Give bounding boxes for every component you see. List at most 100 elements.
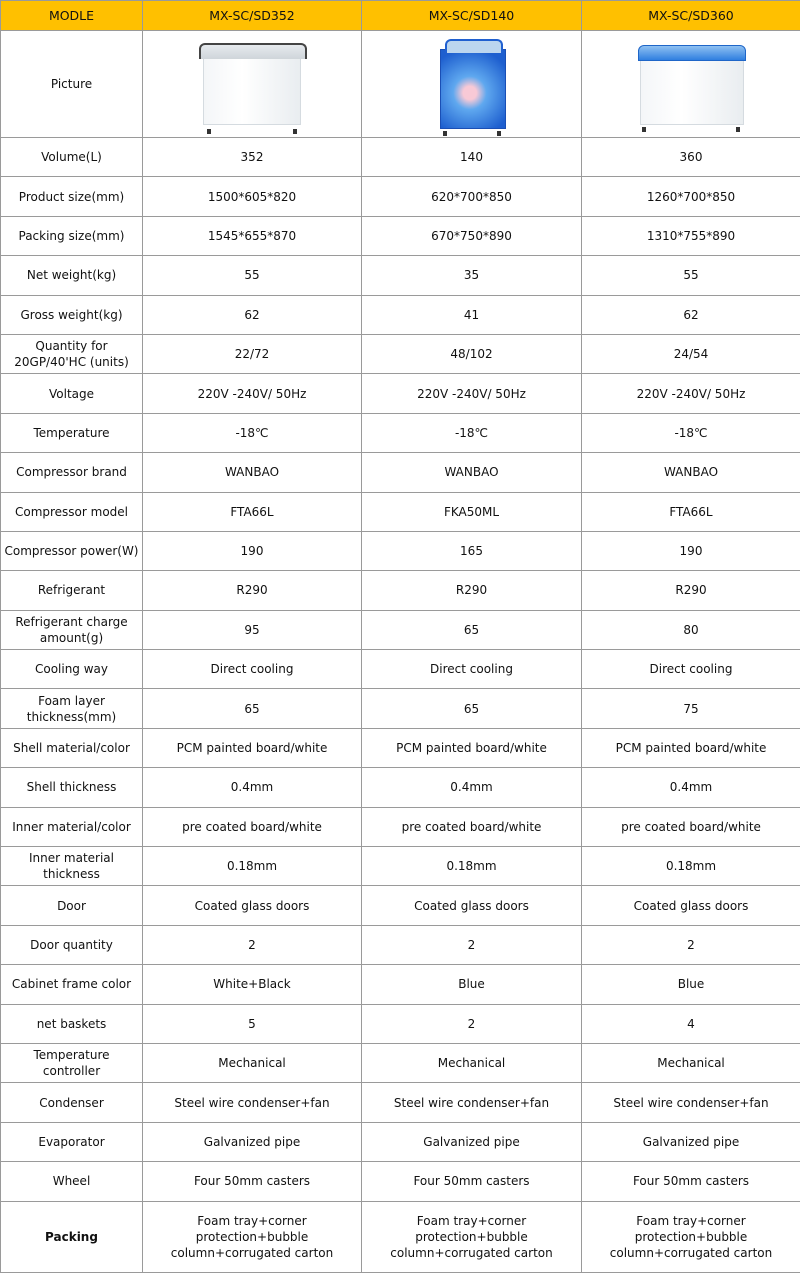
cell-value: Direct cooling — [361, 649, 582, 690]
row-label: Compressor brand — [0, 452, 143, 493]
table-row: Net weight(kg) 55 35 55 — [0, 255, 800, 296]
cell-value: 55 — [581, 255, 800, 296]
cell-value: WANBAO — [581, 452, 800, 493]
table-row: Refrigerant R290 R290 R290 — [0, 570, 800, 611]
table-row: Temperature -18℃ -18℃ -18℃ — [0, 412, 800, 454]
cell-value: 2 — [142, 924, 362, 966]
row-label: Foam layer thickness(mm) — [0, 688, 143, 729]
header-row: MODLE MX-SC/SD352 MX-SC/SD140 MX-SC/SD36… — [0, 0, 800, 31]
row-label: Door quantity — [0, 924, 143, 966]
row-label: Voltage — [0, 373, 143, 414]
cell-value: 48/102 — [361, 333, 582, 375]
cell-value: Direct cooling — [581, 649, 800, 690]
cell-value: Four 50mm casters — [581, 1161, 800, 1202]
cell-value: 65 — [361, 688, 582, 729]
table-row: Evaporator Galvanized pipe Galvanized pipe… — [0, 1121, 800, 1163]
row-label: Net weight(kg) — [0, 255, 143, 296]
cell-value: Galvanized pipe — [142, 1121, 362, 1163]
row-label: Inner material thickness — [0, 846, 143, 887]
cell-value: 24/54 — [581, 333, 800, 375]
cell-value: PCM painted board/white — [142, 727, 362, 769]
table-row: Door Coated glass doors Coated glass doors… — [0, 885, 800, 926]
table-row: Compressor power(W) 190 165 190 — [0, 530, 800, 572]
table-row: Temperature controller Mechanical Mechanic… — [0, 1042, 800, 1084]
row-label: Packing size(mm) — [0, 215, 143, 257]
cell-value: PCM painted board/white — [581, 727, 800, 769]
cell-value: 55 — [142, 255, 362, 296]
header-label: MODLE — [0, 0, 143, 31]
cell-value: 0.4mm — [581, 767, 800, 808]
cell-value: WANBAO — [361, 452, 582, 493]
cell-value: 5 — [142, 1003, 362, 1044]
picture-row: Picture — [0, 30, 800, 138]
cell-value: 0.18mm — [581, 846, 800, 887]
row-label: Product size(mm) — [0, 176, 143, 217]
cell-value: 1310*755*890 — [581, 215, 800, 257]
cell-value: Steel wire condenser+fan — [361, 1082, 582, 1123]
row-label: Quantity for 20GP/40'HC (units) — [0, 333, 143, 375]
row-label: Temperature — [0, 412, 143, 454]
table-row: Foam layer thickness(mm) 65 65 75 — [0, 688, 800, 729]
cell-value: Direct cooling — [142, 649, 362, 690]
row-label: Inner material/color — [0, 806, 143, 848]
table-row: Inner material/color pre coated board/whi… — [0, 806, 800, 848]
cell-value: 220V -240V/ 50Hz — [361, 373, 582, 414]
row-label: net baskets — [0, 1003, 143, 1044]
cell-value: 220V -240V/ 50Hz — [142, 373, 362, 414]
cell-value: 220V -240V/ 50Hz — [581, 373, 800, 414]
cell-value: Galvanized pipe — [361, 1121, 582, 1163]
cell-value: FTA66L — [581, 491, 800, 532]
table-row: Refrigerant charge amount(g) 95 65 80 — [0, 609, 800, 651]
table-row: net baskets 5 2 4 — [0, 1003, 800, 1044]
cell-value: 165 — [361, 530, 582, 572]
cell-value: FTA66L — [142, 491, 362, 532]
table-row: Cabinet frame color White+Black Blue Blue — [0, 964, 800, 1005]
table-row: Packing Foam tray+corner protection+bubbl… — [0, 1200, 800, 1273]
freezer-image-sd140 — [361, 30, 582, 138]
row-label: Temperature controller — [0, 1042, 143, 1084]
row-label: Shell thickness — [0, 767, 143, 808]
cell-value: Foam tray+corner protection+bubble colum… — [142, 1200, 362, 1273]
table-row: Quantity for 20GP/40'HC (units) 22/72 48/1… — [0, 333, 800, 375]
cell-value: Four 50mm casters — [361, 1161, 582, 1202]
cell-value: 35 — [361, 255, 582, 296]
table-row: Shell material/color PCM painted board/wh… — [0, 727, 800, 769]
cell-value: -18℃ — [361, 412, 582, 454]
cell-value: 0.18mm — [361, 846, 582, 887]
cell-value: Blue — [361, 964, 582, 1005]
cell-value: 65 — [142, 688, 362, 729]
cell-value: 80 — [581, 609, 800, 651]
row-label: Shell material/color — [0, 727, 143, 769]
cell-value: 22/72 — [142, 333, 362, 375]
cell-value: 0.4mm — [361, 767, 582, 808]
cell-value: 360 — [581, 136, 800, 178]
cell-value: Foam tray+corner protection+bubble colum… — [361, 1200, 582, 1273]
cell-value: White+Black — [142, 964, 362, 1005]
cell-value: Blue — [581, 964, 800, 1005]
cell-value: pre coated board/white — [361, 806, 582, 848]
row-label: Refrigerant charge amount(g) — [0, 609, 143, 651]
row-label: Gross weight(kg) — [0, 294, 143, 335]
table-row: Volume(L) 352 140 360 — [0, 136, 800, 178]
cell-value: -18℃ — [581, 412, 800, 454]
freezer-image-sd360 — [581, 30, 800, 138]
cell-value: 2 — [361, 1003, 582, 1044]
cell-value: 140 — [361, 136, 582, 178]
table-row: Shell thickness 0.4mm 0.4mm 0.4mm — [0, 767, 800, 808]
row-label: Cooling way — [0, 649, 143, 690]
table-row: Product size(mm) 1500*605*820 620*700*850 1… — [0, 176, 800, 217]
table-row: Gross weight(kg) 62 41 62 — [0, 294, 800, 335]
cell-value: 0.4mm — [142, 767, 362, 808]
cell-value: 670*750*890 — [361, 215, 582, 257]
table-row: Condenser Steel wire condenser+fan Steel w… — [0, 1082, 800, 1123]
row-label: Volume(L) — [0, 136, 143, 178]
cell-value: 190 — [142, 530, 362, 572]
cell-value: 62 — [142, 294, 362, 335]
table-row: Cooling way Direct cooling Direct cooling D… — [0, 649, 800, 690]
cell-value: 620*700*850 — [361, 176, 582, 217]
cell-value: 1500*605*820 — [142, 176, 362, 217]
cell-value: 1260*700*850 — [581, 176, 800, 217]
table-row: Wheel Four 50mm casters Four 50mm casters F… — [0, 1161, 800, 1202]
freezer-image-sd352 — [142, 30, 362, 138]
